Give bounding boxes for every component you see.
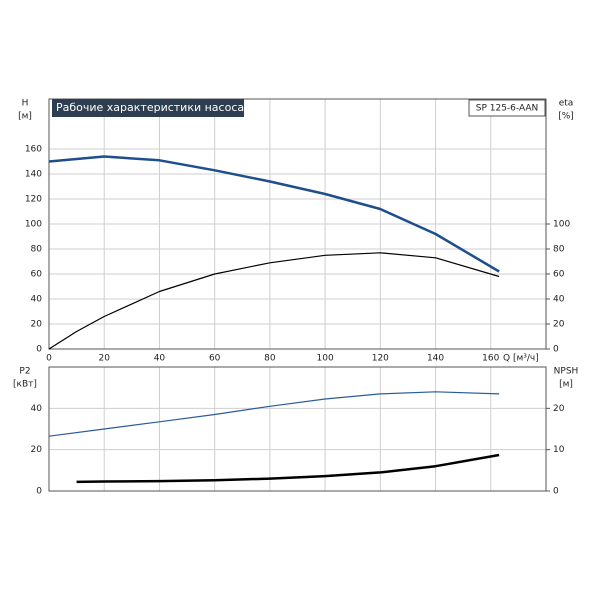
- x-tick-label: 120: [372, 354, 389, 364]
- title-box: [52, 99, 244, 117]
- y-tick-label: 120: [25, 195, 42, 205]
- y-tick-label: 100: [25, 220, 42, 230]
- curve: [48, 155, 500, 273]
- y-tick-label: 40: [31, 404, 43, 414]
- y2-tick-label: 20: [553, 404, 565, 414]
- x-label: Q [м³/ч]: [503, 354, 539, 364]
- y-tick-label: 160: [25, 145, 42, 155]
- x-tick-label: 160: [482, 354, 499, 364]
- y2-tick-label: 0: [553, 487, 559, 497]
- curve: [48, 391, 500, 437]
- y-label: P2: [19, 367, 30, 377]
- chart-title: Рабочие характеристики насоса: [56, 101, 244, 114]
- y-tick-label: 80: [31, 245, 43, 255]
- y2-unit: [%]: [558, 112, 574, 122]
- y-unit: [кВт]: [13, 380, 37, 390]
- y-label: H: [22, 99, 29, 109]
- y2-label: NPSH: [554, 367, 579, 377]
- y-tick-label: 0: [36, 345, 42, 355]
- y-tick-label: 0: [36, 487, 42, 497]
- bottom-frame: [48, 366, 547, 492]
- y2-tick-label: 60: [553, 270, 565, 280]
- x-tick-label: 0: [46, 354, 52, 364]
- x-tick-label: 40: [154, 354, 166, 364]
- y2-tick-label: 80: [553, 245, 565, 255]
- y2-tick-label: 100: [553, 220, 570, 230]
- y2-tick-label: 10: [553, 445, 565, 455]
- x-tick-label: 60: [209, 354, 221, 364]
- y-unit: [м]: [18, 112, 32, 122]
- x-tick-label: 100: [317, 354, 334, 364]
- curve: [48, 252, 500, 350]
- y-tick-label: 40: [31, 295, 43, 305]
- model-box: [468, 99, 546, 117]
- curve: [76, 453, 500, 484]
- model-label: SP 125-6-AAN: [476, 104, 539, 114]
- x-tick-label: 80: [264, 354, 276, 364]
- y2-tick-label: 20: [553, 320, 565, 330]
- x-tick-label: 140: [427, 354, 444, 364]
- y-tick-label: 140: [25, 170, 42, 180]
- y-tick-label: 20: [31, 320, 43, 330]
- y-tick-label: 20: [31, 445, 43, 455]
- y2-unit: [м]: [559, 380, 573, 390]
- y-tick-label: 60: [31, 270, 43, 280]
- x-tick-label: 20: [98, 354, 110, 364]
- y2-tick-label: 0: [553, 345, 559, 355]
- y2-label: eta: [559, 99, 574, 109]
- y2-tick-label: 40: [553, 295, 565, 305]
